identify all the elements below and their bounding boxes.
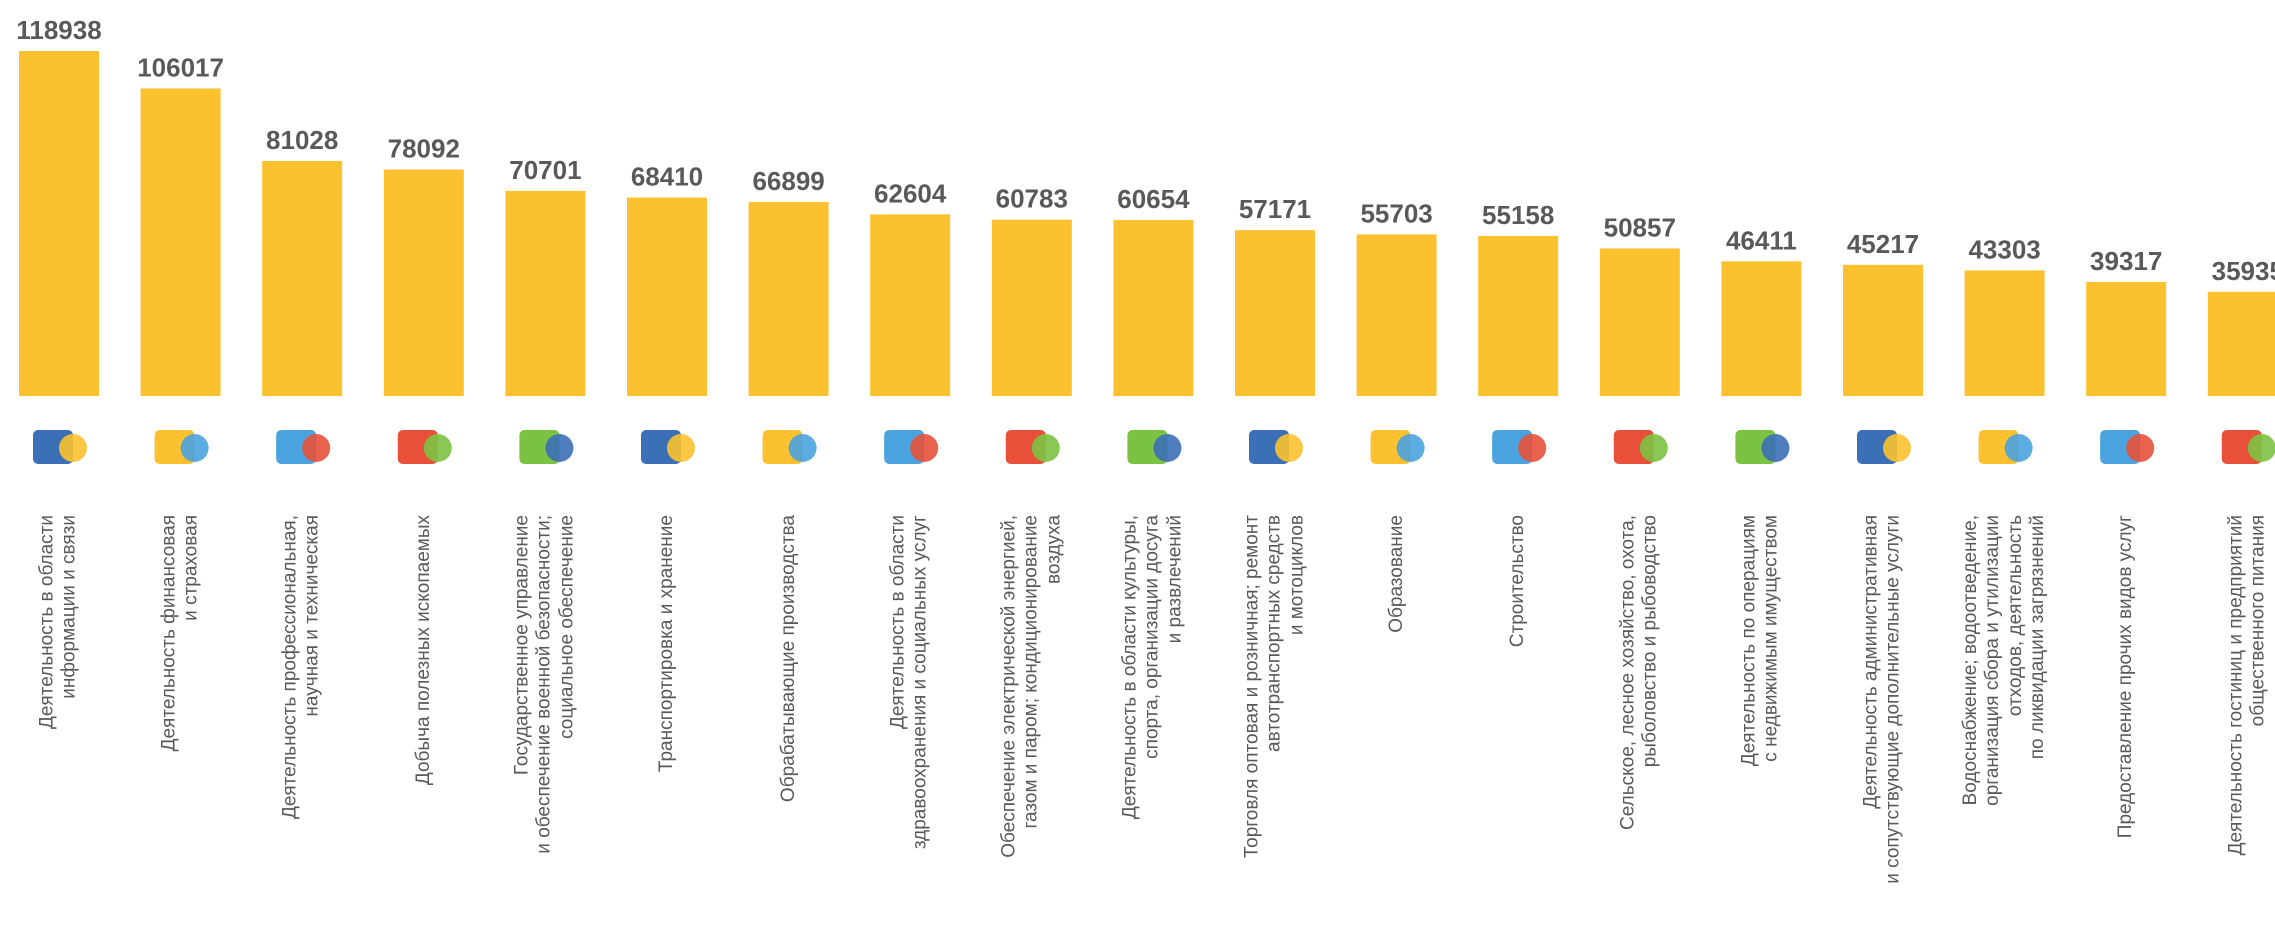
category-icon [1979,430,2033,464]
bar [1843,265,1923,396]
value-label: 55158 [1482,200,1554,230]
x-tick-label: Предоставление прочих видов услуг [2115,515,2137,936]
x-tick-label: Обрабатывающие производства [777,515,799,936]
icon-shape [2248,434,2275,462]
bar [384,169,464,396]
chart: 118938 106017 81028 78092 70701 68410 66899 626… [0,0,2275,936]
icon-shape [2126,434,2154,462]
category-icon [1614,430,1668,464]
icon-shape [302,434,330,462]
x-tick-label: Торговля оптовая и розничная; ремонт авт… [1241,515,1308,936]
x-tick-label: Транспортировка и хранение [656,515,678,936]
icon-shape [181,434,209,462]
bar [19,51,99,396]
value-label: 78092 [388,133,460,163]
x-tick-label: Деятельность в области информации и связ… [37,515,82,936]
icon-shape [1518,434,1546,462]
bar [2208,292,2275,396]
x-tick-label: Сельское, лесное хозяйство, охота, рыбол… [1617,515,1662,936]
icon-shape [789,434,817,462]
x-tick-label: Деятельность профессиональная, научная и… [280,515,325,936]
category-icon [641,430,695,464]
icon-shape [59,434,87,462]
bar [505,191,585,396]
bar [992,220,1072,396]
value-label: 60654 [1117,184,1190,214]
value-label: 50857 [1604,212,1676,242]
x-tick-label: Деятельность административная и сопутств… [1861,515,1906,936]
category-icon [2222,430,2275,464]
category-icon [1006,430,1060,464]
category-icon [519,430,573,464]
x-tick-label: Водоснабжение; водоотведение, организаци… [1960,515,2050,936]
icon-shape [1397,434,1425,462]
bar [1721,261,1801,396]
value-label: 70701 [509,155,581,185]
category-icon [33,430,87,464]
category-icon [2100,430,2154,464]
icon-shape [1032,434,1060,462]
icon-shape [545,434,573,462]
x-tick-label: Строительство [1507,515,1529,936]
value-label: 39317 [2090,246,2162,276]
bar [1478,236,1558,396]
category-icon [884,430,938,464]
icon-shape [1640,434,1668,462]
x-tick-label: Деятельность в области здравоохранения и… [888,515,933,936]
icon-shape [1275,434,1303,462]
category-icon [155,430,209,464]
bar [870,214,950,396]
category-icon [1249,430,1303,464]
category-icon [398,430,452,464]
bar [1357,234,1437,396]
x-tick-label: Деятельность в области культуры, спорта,… [1120,515,1187,936]
value-label: 118938 [16,15,101,45]
category-icon [1371,430,1425,464]
bar [262,161,342,396]
value-label: 55703 [1360,198,1432,228]
value-label: 46411 [1726,225,1797,255]
icon-shape [1761,434,1789,462]
value-label: 57171 [1239,194,1311,224]
category-icon [1735,430,1789,464]
x-tick-label: Деятельность гостиниц и предприятий обще… [2225,515,2270,936]
icon-shape [2005,434,2033,462]
bar [1600,248,1680,396]
value-label: 45217 [1847,229,1919,259]
value-label: 106017 [137,52,224,82]
x-tick-label: Деятельность финансовая и страховая [158,515,203,936]
icon-shape [910,434,938,462]
icon-shape [1883,434,1911,462]
x-tick-label: Обеспечение электрической энергией, газо… [998,515,1065,936]
icon-shape [1153,434,1181,462]
bar [749,202,829,396]
value-label: 66899 [752,166,824,196]
x-tick-label: Государственное управление и обеспечение… [512,515,579,936]
x-tick-label: Деятельность по операциям с недвижимым и… [1739,515,1784,936]
icon-shape [667,434,695,462]
category-icon [1857,430,1911,464]
value-label: 62604 [874,178,947,208]
bar [1965,270,2045,396]
category-icon [763,430,817,464]
value-label: 60783 [996,184,1068,214]
bar [1113,220,1193,396]
category-icon [276,430,330,464]
icon-shape [424,434,452,462]
value-label: 81028 [266,125,338,155]
value-label: 68410 [631,162,703,192]
bar [141,88,221,396]
value-label: 43303 [1968,234,2040,264]
category-icon [1127,430,1181,464]
value-label: 35935 [2212,256,2275,286]
x-tick-label: Добыча полезных ископаемых [413,515,435,936]
category-icon [1492,430,1546,464]
bar [1235,230,1315,396]
x-tick-label: Образование [1385,515,1407,936]
bar [627,198,707,396]
bar [2086,282,2166,396]
